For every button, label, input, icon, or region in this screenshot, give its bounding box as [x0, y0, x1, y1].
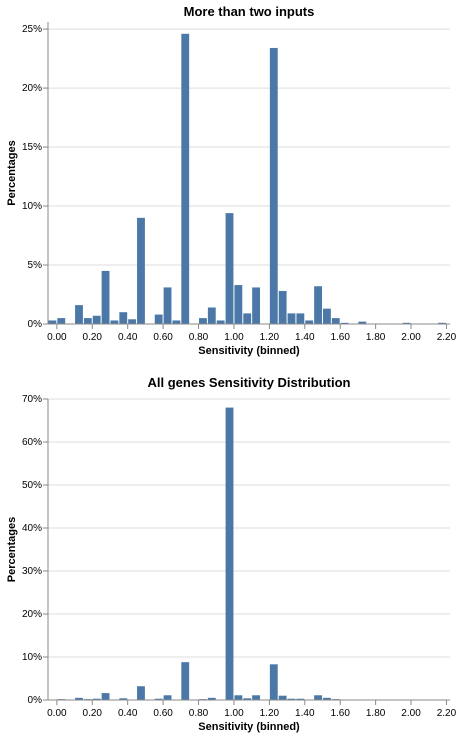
y-tick-label: 70% — [22, 394, 42, 405]
x-tick-label: 0.60 — [153, 332, 173, 343]
histogram-bar — [225, 213, 234, 324]
y-tick-label: 0% — [28, 695, 43, 706]
x-tick-label: 2.00 — [401, 332, 421, 343]
histogram-bar — [278, 290, 287, 324]
x-tick-label: 1.80 — [366, 332, 386, 343]
chart-title: More than two inputs — [184, 4, 315, 19]
histogram-bar — [137, 686, 145, 700]
y-tick-label: 50% — [22, 480, 42, 491]
histogram-bar — [92, 698, 101, 700]
x-tick-label: 1.60 — [330, 708, 350, 719]
x-tick-label: 0.60 — [153, 708, 173, 719]
histogram-bar — [322, 308, 331, 324]
x-tick-label: 0.40 — [118, 708, 138, 719]
histogram-bar — [216, 320, 225, 324]
x-tick-label: 1.00 — [224, 708, 244, 719]
y-tick-label: 5% — [28, 260, 43, 271]
histogram-bar — [119, 312, 128, 324]
histogram-bar — [128, 319, 137, 324]
y-tick-label: 60% — [22, 437, 42, 448]
x-tick-label: 1.60 — [330, 332, 350, 343]
histogram-bar — [207, 307, 216, 324]
histogram-bar — [296, 698, 305, 700]
histogram-bar — [438, 322, 446, 324]
x-tick-label: 0.00 — [47, 708, 67, 719]
histogram-bar — [75, 697, 83, 700]
histogram-bar — [163, 287, 172, 324]
histogram-bar — [57, 318, 66, 324]
x-tick-label: 1.00 — [224, 332, 244, 343]
histogram-bar — [269, 664, 278, 700]
histogram-bar — [92, 315, 101, 324]
chart-2: 0% 10% 20% 30% 40% 50% 60% 70% 0.00 0.20 0.40 0.60 0… — [6, 375, 456, 733]
y-tick-label: 10% — [22, 201, 42, 212]
histogram-bar — [252, 287, 261, 324]
y-tick-label: 30% — [22, 566, 42, 577]
x-tick-label: 1.40 — [295, 332, 315, 343]
histogram-bar — [110, 320, 119, 324]
histogram-bar — [48, 320, 57, 324]
x-tick-label: 1.80 — [366, 708, 386, 719]
histogram-bar — [296, 313, 305, 324]
x-tick-label: 0.00 — [47, 332, 67, 343]
histogram-bar — [181, 662, 190, 700]
histogram-bar — [207, 697, 216, 700]
y-tick-label: 0% — [28, 319, 43, 330]
chart-1: 0% 5% 10% 15% 20% 25% 0.00 0.20 0.40 0.60 0.80 1.00… — [6, 4, 456, 357]
histogram-bar — [234, 695, 243, 700]
histogram-bar — [225, 407, 234, 700]
y-tick-label: 40% — [22, 523, 42, 534]
histogram-bar — [75, 305, 83, 325]
histogram-bar — [358, 321, 367, 324]
histogram-bar — [101, 693, 110, 700]
x-tick-label: 2.20 — [437, 708, 456, 719]
histogram-bar — [163, 695, 172, 700]
x-tick-label: 1.40 — [295, 708, 315, 719]
histogram-bar — [314, 286, 322, 324]
y-axis-title: Percentages — [6, 517, 18, 582]
histogram-bar — [199, 318, 207, 324]
histogram-bar — [137, 217, 145, 324]
histogram-bar — [402, 322, 411, 324]
x-tick-label: 2.20 — [437, 332, 456, 343]
histogram-bar — [314, 695, 322, 700]
y-tick-label: 20% — [22, 609, 42, 620]
histogram-bar — [340, 322, 349, 324]
x-axis-title: Sensitivity (binned) — [198, 721, 300, 733]
x-tick-label: 0.20 — [83, 332, 103, 343]
histogram-bar — [305, 320, 314, 324]
histogram-bar — [252, 695, 261, 700]
histogram-bar — [154, 314, 163, 324]
histogram-bar — [287, 313, 296, 324]
x-tick-label: 1.20 — [260, 332, 280, 343]
histogram-bar — [234, 285, 243, 324]
x-tick-label: 1.20 — [260, 708, 280, 719]
x-tick-label: 0.80 — [189, 708, 209, 719]
histogram-bar — [278, 695, 287, 700]
chart-title: All genes Sensitivity Distribution — [148, 375, 351, 390]
y-tick-label: 20% — [22, 83, 42, 94]
x-tick-label: 0.40 — [118, 332, 138, 343]
histogram-bar — [83, 318, 92, 324]
x-tick-label: 0.20 — [83, 708, 103, 719]
histogram-bar — [119, 698, 128, 700]
histogram-bar — [243, 698, 252, 700]
histogram-bar — [154, 698, 163, 700]
y-tick-label: 15% — [22, 142, 42, 153]
y-axis-title: Percentages — [6, 140, 18, 205]
histogram-bar — [269, 47, 278, 324]
x-tick-label: 0.80 — [189, 332, 209, 343]
x-tick-label: 2.00 — [401, 708, 421, 719]
histogram-bar — [322, 697, 331, 700]
x-axis-title: Sensitivity (binned) — [198, 345, 300, 357]
y-tick-label: 25% — [22, 24, 42, 35]
histogram-bar — [243, 313, 252, 324]
histogram-bar — [331, 318, 340, 324]
histogram-bar — [181, 33, 190, 325]
histogram-bar — [101, 270, 110, 324]
y-tick-label: 10% — [22, 652, 42, 663]
histogram-bar — [172, 320, 181, 324]
histogram-bar — [287, 698, 296, 700]
